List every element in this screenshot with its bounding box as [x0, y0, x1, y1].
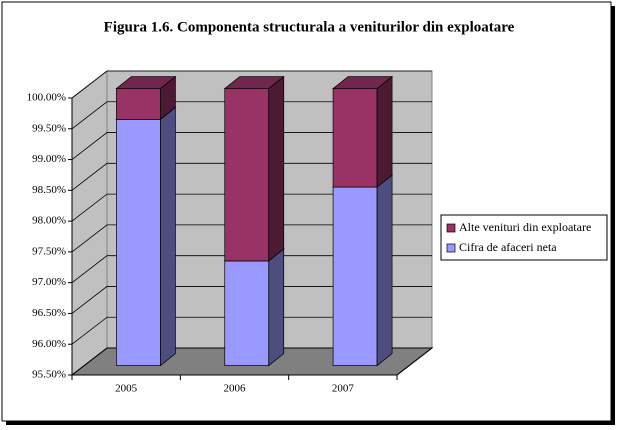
grid-line	[71, 162, 432, 191]
bar	[224, 260, 270, 366]
legend-swatch	[446, 243, 456, 253]
y-tick-label: 96.00%	[32, 338, 66, 350]
bar	[332, 88, 378, 188]
bar	[116, 118, 161, 366]
bar-top	[223, 76, 285, 89]
y-tick-label: 96.50%	[32, 307, 66, 319]
x-tick-label: 2006	[224, 383, 247, 395]
bar-side	[268, 75, 285, 262]
legend-swatch	[446, 223, 456, 233]
y-tick-label: 98.00%	[32, 215, 66, 227]
bar-side	[160, 106, 176, 367]
y-tick-label: 99.50%	[32, 122, 66, 134]
y-tick-label: 99.00%	[32, 153, 66, 165]
y-tick-label: 97.50%	[32, 245, 66, 257]
legend-label: Alte venituri din exploatare	[459, 220, 591, 234]
grid-line	[71, 286, 432, 314]
y-tick-label: 100.00%	[27, 92, 66, 104]
grid-line	[71, 255, 432, 283]
bar	[224, 88, 270, 262]
grid-line	[71, 224, 432, 253]
bar-top	[332, 76, 394, 89]
bar-side	[268, 248, 285, 367]
grid-line	[71, 132, 432, 160]
y-tick-label: 97.00%	[32, 276, 66, 288]
grid-line	[71, 316, 432, 345]
grid-line	[71, 70, 432, 99]
grid-line	[71, 101, 432, 130]
bar-side	[376, 75, 393, 188]
legend-label: Cifra de afaceri neta	[459, 240, 557, 254]
grid-line	[71, 347, 432, 376]
chart-title: Figura 1.6. Componenta structurala a ven…	[104, 19, 515, 35]
grid-line	[71, 193, 432, 222]
side-wall	[71, 69, 108, 377]
bar-top	[115, 76, 177, 89]
bar	[332, 186, 378, 366]
legend-box	[440, 214, 608, 261]
x-tick-label: 2005	[115, 383, 138, 395]
bar-side	[376, 174, 393, 367]
bar	[116, 88, 161, 120]
x-tick-label: 2007	[332, 383, 355, 395]
y-tick-label: 95.50%	[32, 369, 66, 381]
y-tick-label: 98.50%	[32, 184, 66, 196]
